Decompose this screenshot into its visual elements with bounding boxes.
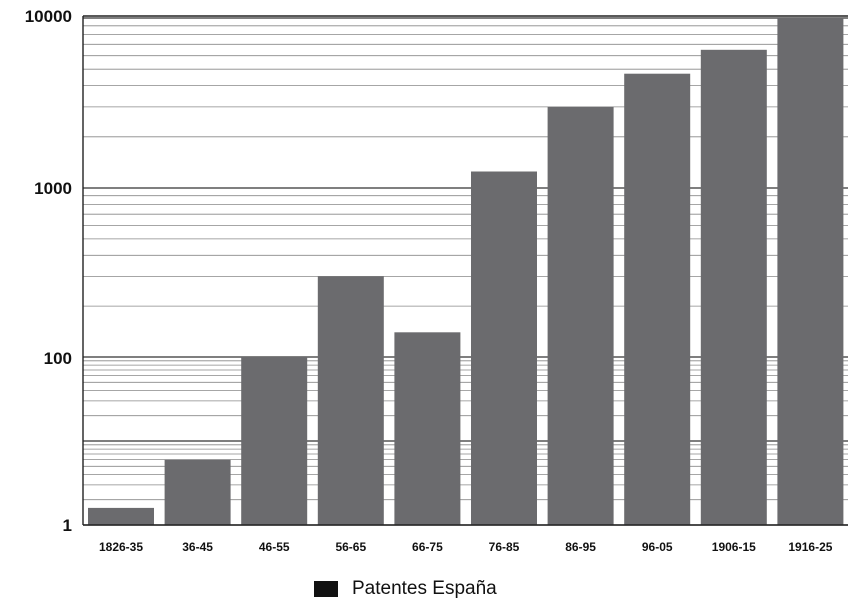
x-tick-label: 76-85 — [489, 540, 520, 554]
x-tick-label: 66-75 — [412, 540, 443, 554]
bar — [777, 18, 844, 525]
x-tick-label: 96-05 — [642, 540, 673, 554]
bar — [164, 459, 231, 525]
legend-label: Patentes España — [352, 578, 497, 599]
y-tick-label: 100 — [44, 349, 72, 368]
x-tick-label: 1916-25 — [788, 540, 832, 554]
bar — [88, 507, 154, 525]
bar — [317, 276, 384, 525]
y-tick-label: 10000 — [25, 7, 72, 26]
x-tick-label: 86-95 — [565, 540, 596, 554]
x-tick-label: 1906-15 — [712, 540, 756, 554]
bar — [624, 73, 691, 525]
bar — [394, 332, 461, 525]
bars — [88, 18, 844, 526]
y-tick-label: 1 — [63, 516, 72, 535]
bar — [471, 171, 537, 525]
x-tick-label: 46-55 — [259, 540, 290, 554]
legend-swatch — [314, 581, 338, 597]
x-tick-label: 1826-35 — [99, 540, 143, 554]
bar — [241, 357, 308, 525]
legend: Patentes España — [314, 578, 497, 600]
bar — [547, 106, 614, 526]
x-tick-labels: 1826-35 36-45 46-55 56-65 66-75 76-85 86-95 96-… — [99, 540, 833, 554]
x-tick-label: 36-45 — [182, 540, 213, 554]
bar — [700, 49, 767, 526]
x-tick-label: 56-65 — [335, 540, 366, 554]
y-tick-label: 1000 — [34, 179, 72, 198]
